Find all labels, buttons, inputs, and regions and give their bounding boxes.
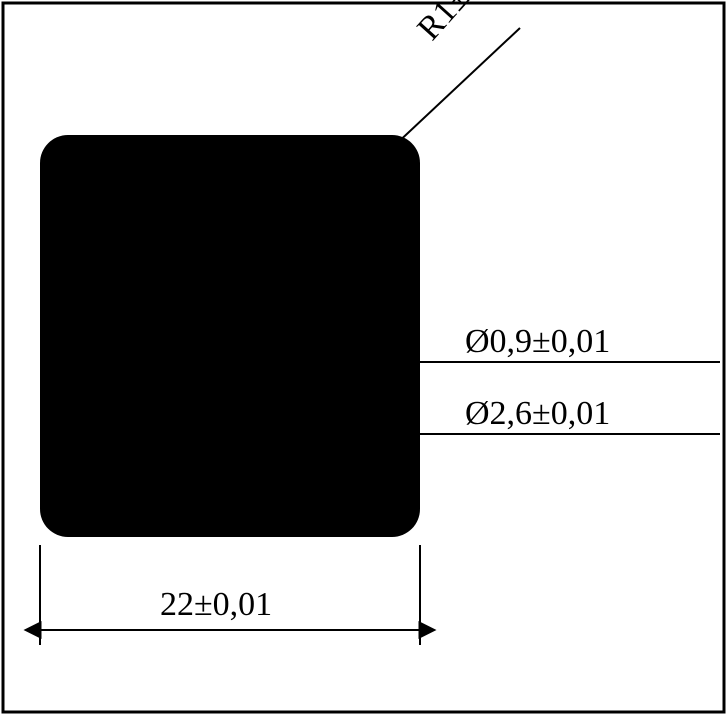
dia-small-label: Ø0,9±0,01 [465,323,610,360]
radius-leader [393,28,520,147]
dia-large-label: Ø2,6±0,01 [465,395,610,432]
part-silhouette [40,135,420,537]
radius-label: R1±0,01 [410,0,516,47]
width-label: 22±0,01 [160,586,272,623]
